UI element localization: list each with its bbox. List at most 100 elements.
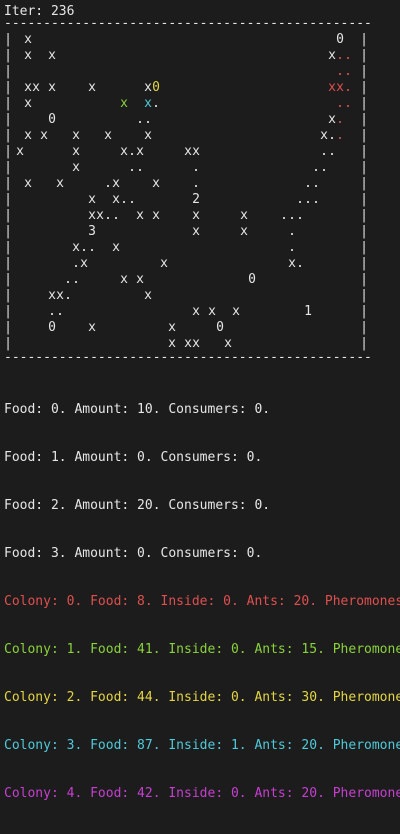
pheromone-cell: .	[304, 192, 312, 207]
ant-cell: x	[96, 208, 104, 223]
ant-cell: x	[152, 208, 160, 223]
food-source-cell: 0	[48, 112, 56, 127]
food-source-cell: 0	[216, 320, 224, 335]
ant-cell: x	[136, 272, 144, 287]
pheromone-cell: .	[280, 208, 288, 223]
ant-cell: x	[144, 128, 152, 143]
pheromone-cell: .	[312, 192, 320, 207]
left-border-cell: |	[4, 288, 12, 303]
ant-cell: x	[208, 304, 216, 319]
ant-cell: x	[112, 192, 120, 207]
pheromone-cell: .	[336, 48, 344, 63]
ant-cell: x	[160, 256, 168, 271]
left-border-cell: |	[4, 272, 12, 287]
right-border-cell: |	[360, 160, 368, 175]
ant-cell: x	[136, 208, 144, 223]
left-border-cell: |	[4, 176, 12, 191]
pheromone-cell: .	[320, 144, 328, 159]
pheromone-cell: .	[128, 192, 136, 207]
ant-cell: x	[24, 48, 32, 63]
pheromone-cell: .	[56, 304, 64, 319]
simulation-grid: Iter: 236 -------------------------------…	[4, 4, 372, 365]
ant-cell: x	[336, 80, 344, 95]
pheromone-cell: .	[344, 80, 352, 95]
bottom-border: ----------------------------------------…	[4, 350, 372, 365]
ant-cell: x	[88, 192, 96, 207]
left-border-cell: |	[4, 96, 12, 111]
right-border-cell: |	[360, 304, 368, 319]
ant-cell: x	[24, 176, 32, 191]
pheromone-cell: .	[104, 176, 112, 191]
right-border-cell: |	[360, 320, 368, 335]
pheromone-cell: .	[64, 288, 72, 303]
pheromone-cell: .	[328, 128, 336, 143]
pheromone-cell: .	[112, 208, 120, 223]
ant-cell: x	[48, 80, 56, 95]
ant-cell: x	[232, 304, 240, 319]
ant-cell: x	[40, 128, 48, 143]
ant-cell: x	[328, 48, 336, 63]
ant-cell: x	[120, 272, 128, 287]
pheromone-cell: .	[288, 240, 296, 255]
ant-cell: x	[224, 336, 232, 351]
ant-cell: x	[56, 176, 64, 191]
ant-cell: x	[72, 144, 80, 159]
food-source-cell: 1	[304, 304, 312, 319]
left-border-cell: |	[4, 224, 12, 239]
ant-cell: x	[192, 336, 200, 351]
pheromone-cell: .	[296, 256, 304, 271]
ant-cell: x	[240, 224, 248, 239]
pheromone-cell: .	[104, 208, 112, 223]
left-border-cell: |	[4, 144, 12, 159]
pheromone-cell: .	[192, 160, 200, 175]
pheromone-cell: .	[336, 64, 344, 79]
colony-stat-line-1: Colony: 1. Food: 41. Inside: 0. Ants: 15…	[4, 642, 400, 657]
food-stat-line-3: Food: 3. Amount: 0. Consumers: 0.	[4, 546, 263, 561]
top-border: ----------------------------------------…	[4, 16, 372, 31]
left-border-cell: |	[4, 128, 12, 143]
food-stat-line-1: Food: 1. Amount: 0. Consumers: 0.	[4, 450, 263, 465]
right-border-cell: |	[360, 192, 368, 207]
ant-cell: x	[184, 336, 192, 351]
food-source-cell: 2	[192, 192, 200, 207]
pheromone-cell: .	[312, 176, 320, 191]
pheromone-cell: .	[144, 112, 152, 127]
right-border-cell: |	[360, 240, 368, 255]
ant-cell: x	[24, 32, 32, 47]
left-border-cell: |	[4, 208, 12, 223]
pheromone-cell: .	[136, 160, 144, 175]
ant-cell: x	[328, 80, 336, 95]
ant-cell: x	[288, 256, 296, 271]
ant-cell: x	[192, 208, 200, 223]
ant-cell: x	[72, 128, 80, 143]
left-border-cell: |	[4, 320, 12, 335]
ant-cell: x	[168, 336, 176, 351]
right-border-cell: |	[360, 336, 368, 351]
pheromone-cell: .	[312, 160, 320, 175]
food-source-cell: 0	[48, 320, 56, 335]
left-border-cell: |	[4, 192, 12, 207]
ant-cell: x	[24, 96, 32, 111]
ant-cell: x	[112, 240, 120, 255]
right-border-cell: |	[360, 176, 368, 191]
pheromone-cell: .	[288, 208, 296, 223]
ant-cell: x	[48, 288, 56, 303]
colony-stat-line-2: Colony: 2. Food: 44. Inside: 0. Ants: 30…	[4, 690, 400, 705]
pheromone-cell: .	[72, 256, 80, 271]
left-border-cell: |	[4, 240, 12, 255]
right-border-cell: |	[360, 256, 368, 271]
pheromone-cell: .	[48, 304, 56, 319]
ant-cell: x	[144, 288, 152, 303]
pheromone-cell: .	[296, 208, 304, 223]
left-border-cell: |	[4, 304, 12, 319]
pheromone-cell: .	[320, 160, 328, 175]
right-border-cell: |	[360, 32, 368, 47]
pheromone-cell: .	[80, 240, 88, 255]
ant-cell: x	[56, 288, 64, 303]
pheromone-cell: .	[296, 192, 304, 207]
pheromone-cell: .	[336, 112, 344, 127]
pheromone-cell: .	[336, 96, 344, 111]
ant-cell: x	[24, 128, 32, 143]
left-border-cell: |	[4, 80, 12, 95]
ant-cell: x	[80, 256, 88, 271]
